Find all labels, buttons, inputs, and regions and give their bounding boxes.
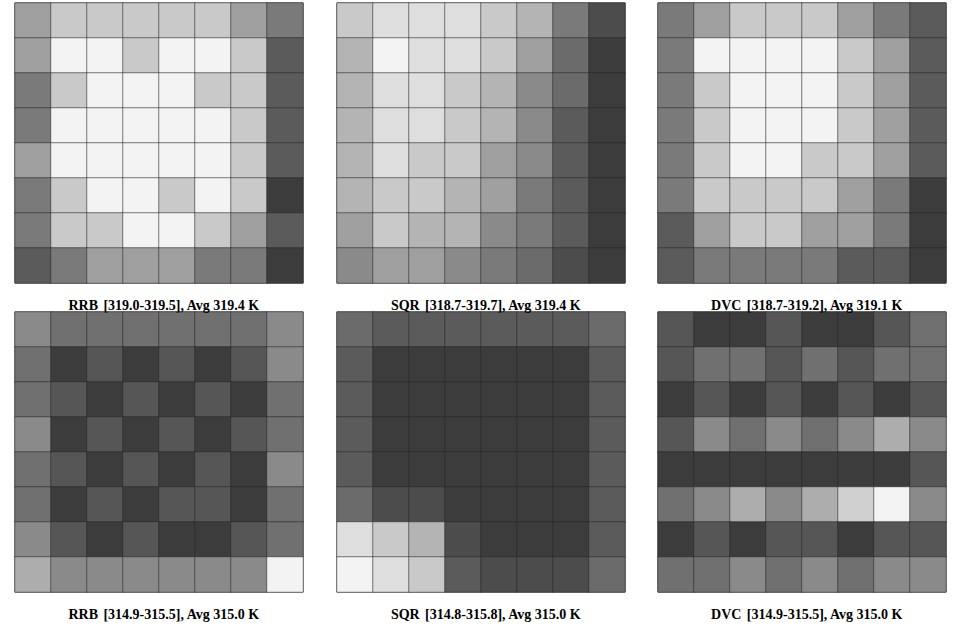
- svg-text:[318.7-319.2], Avg 319.1 K: [318.7-319.2], Avg 319.1 K: [747, 298, 903, 313]
- svg-text:DVC: DVC: [711, 298, 741, 313]
- svg-text:SQR: SQR: [391, 298, 421, 313]
- svg-text:[314.9-315.5], Avg 315.0 K: [314.9-315.5], Avg 315.0 K: [747, 607, 903, 622]
- svg-text:DVC: DVC: [711, 607, 741, 622]
- svg-text:[314.8-315.8], Avg 315.0 K: [314.8-315.8], Avg 315.0 K: [425, 607, 581, 622]
- svg-text:RRB: RRB: [68, 298, 98, 313]
- svg-text:[319.0-319.5], Avg 319.4 K: [319.0-319.5], Avg 319.4 K: [103, 298, 259, 313]
- svg-text:[314.9-315.5], Avg 315.0 K: [314.9-315.5], Avg 315.0 K: [103, 607, 259, 622]
- svg-text:SQR: SQR: [391, 607, 421, 622]
- svg-text:RRB: RRB: [68, 607, 98, 622]
- svg-text:[318.7-319.7], Avg 319.4 K: [318.7-319.7], Avg 319.4 K: [425, 298, 581, 313]
